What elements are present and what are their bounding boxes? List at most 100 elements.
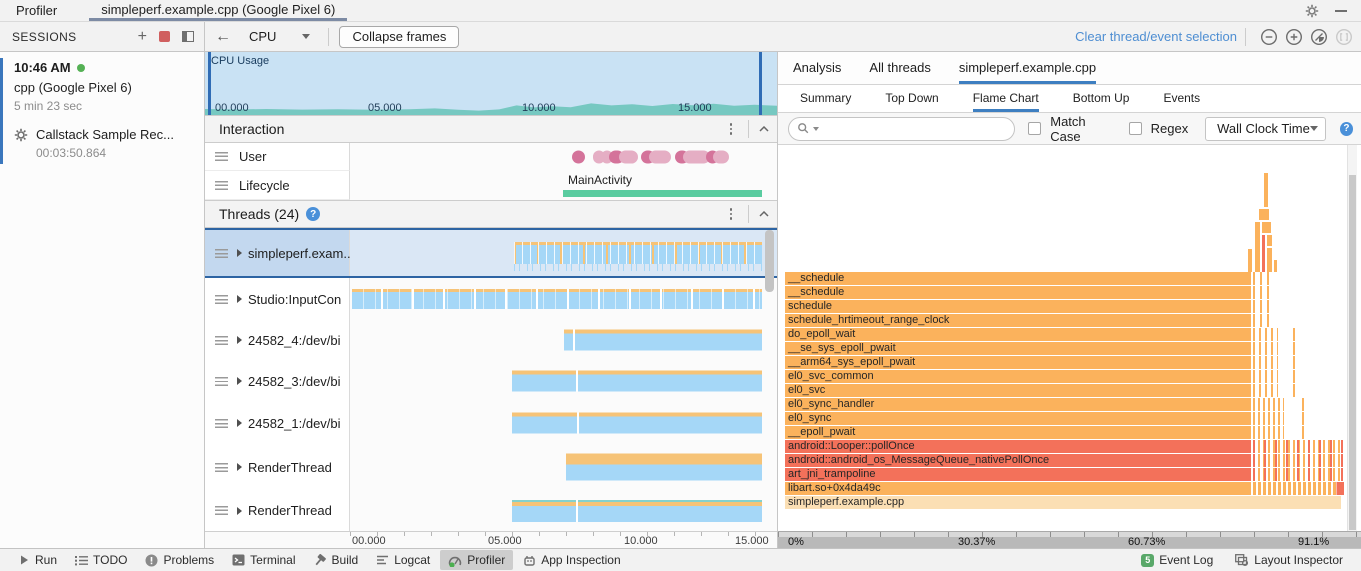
search-field[interactable]: [822, 121, 1007, 136]
statusbar-item-run[interactable]: Run: [10, 550, 65, 570]
interaction-section-header[interactable]: Interaction: [205, 115, 777, 143]
expand-arrow-icon[interactable]: [237, 506, 242, 515]
back-arrow-icon[interactable]: ←: [215, 27, 231, 45]
thread-activity-track[interactable]: [350, 320, 777, 360]
drag-handle-icon[interactable]: [215, 506, 228, 515]
gear-icon[interactable]: [1305, 4, 1319, 18]
flame-row[interactable]: __epoll_pwait: [785, 426, 1345, 439]
collapse-panel-icon[interactable]: [182, 31, 194, 42]
flame-frame[interactable]: __schedule: [785, 272, 1251, 285]
flame-frame[interactable]: el0_svc_common: [785, 370, 1251, 383]
user-events-track[interactable]: [350, 143, 777, 171]
regex-checkbox[interactable]: [1128, 122, 1142, 135]
reset-zoom-icon[interactable]: [1310, 28, 1328, 46]
expand-arrow-icon[interactable]: [237, 295, 242, 303]
flame-frame[interactable]: art_jni_trampoline: [785, 468, 1251, 481]
analysis-subtab[interactable]: Top Down: [885, 91, 939, 105]
thread-row[interactable]: RenderThread: [205, 444, 777, 490]
thread-row[interactable]: RenderThread: [205, 490, 777, 531]
flame-row[interactable]: simpleperf.example.cpp: [785, 496, 1345, 509]
flame-frame[interactable]: android::android_os_MessageQueue_nativeP…: [785, 454, 1251, 467]
thread-activity-track[interactable]: [350, 444, 777, 490]
statusbar-item-terminal[interactable]: Terminal: [224, 550, 303, 570]
statusbar-item-problems[interactable]: Problems: [137, 550, 222, 570]
stop-recording-icon[interactable]: [159, 31, 170, 42]
flame-frame[interactable]: el0_sync_handler: [785, 398, 1251, 411]
flame-row[interactable]: art_jni_trampoline: [785, 468, 1345, 481]
flame-frame[interactable]: simpleperf.example.cpp: [785, 496, 1342, 509]
statusbar-item-event-log[interactable]: 5 Event Log: [1133, 550, 1221, 570]
thread-activity-track[interactable]: [350, 278, 777, 320]
profiler-type-select[interactable]: CPU: [241, 27, 318, 46]
session-tab[interactable]: simpleperf.example.cpp (Google Pixel 6): [89, 0, 348, 21]
statusbar-item-profiler[interactable]: Profiler: [440, 550, 514, 570]
zoom-in-icon[interactable]: [1285, 28, 1303, 46]
session-item[interactable]: 10:46 AM cpp (Google Pixel 6) 5 min 23 s…: [0, 56, 204, 166]
session-recording-item[interactable]: Callstack Sample Rec... 00:03:50.864: [14, 127, 198, 160]
flame-frame[interactable]: schedule: [785, 300, 1251, 313]
thread-activity-track[interactable]: [350, 230, 777, 276]
collapse-frames-button[interactable]: Collapse frames: [339, 25, 460, 48]
analysis-subtab[interactable]: Summary: [800, 91, 852, 105]
flame-frame[interactable]: el0_sync: [785, 412, 1251, 425]
flame-row[interactable]: libart.so+0x4da49c: [785, 482, 1345, 495]
expand-arrow-icon[interactable]: [237, 419, 242, 427]
chevron-up-icon[interactable]: [759, 126, 769, 132]
zoom-out-icon[interactable]: [1260, 28, 1278, 46]
selection-handle-right[interactable]: [759, 52, 762, 115]
drag-handle-icon[interactable]: [215, 294, 228, 304]
lifecycle-track[interactable]: MainActivity: [350, 171, 777, 200]
clear-selection-link[interactable]: Clear thread/event selection: [1075, 29, 1237, 44]
drag-handle-icon[interactable]: [215, 180, 228, 190]
thread-activity-track[interactable]: [350, 402, 777, 444]
flame-frame[interactable]: schedule_hrtimeout_range_clock: [785, 314, 1251, 327]
clock-type-select[interactable]: Wall Clock Time: [1205, 116, 1326, 141]
flame-row[interactable]: __schedule: [785, 272, 1345, 285]
match-case-checkbox[interactable]: [1028, 122, 1042, 135]
drag-handle-icon[interactable]: [215, 152, 228, 161]
expand-arrow-icon[interactable]: [237, 463, 242, 471]
thread-row[interactable]: simpleperf.exam...: [205, 228, 777, 278]
expand-arrow-icon[interactable]: [237, 377, 242, 385]
statusbar-item-app-inspection[interactable]: App Inspection: [515, 550, 628, 570]
kebab-menu-icon[interactable]: [724, 121, 739, 137]
flame-row[interactable]: android::android_os_MessageQueue_nativeP…: [785, 454, 1345, 467]
flame-frame[interactable]: do_epoll_wait: [785, 328, 1251, 341]
flame-frame[interactable]: el0_svc: [785, 384, 1251, 397]
search-options-caret-icon[interactable]: [813, 126, 819, 131]
statusbar-item-logcat[interactable]: Logcat: [368, 550, 438, 570]
flame-frame[interactable]: __epoll_pwait: [785, 426, 1251, 439]
chevron-up-icon[interactable]: [759, 211, 769, 217]
help-icon[interactable]: ?: [1339, 121, 1353, 136]
statusbar-item-todo[interactable]: TODO: [67, 550, 135, 570]
flame-row[interactable]: schedule_hrtimeout_range_clock: [785, 314, 1345, 327]
analysis-tab[interactable]: simpleperf.example.cpp: [958, 52, 1097, 84]
thread-activity-track[interactable]: [350, 360, 777, 402]
drag-handle-icon[interactable]: [215, 376, 228, 386]
selection-handle-left[interactable]: [208, 52, 211, 115]
flame-row[interactable]: __arm64_sys_epoll_pwait: [785, 356, 1345, 369]
thread-row[interactable]: 24582_1:/dev/bi: [205, 402, 777, 444]
analysis-subtab[interactable]: Bottom Up: [1072, 91, 1130, 105]
drag-handle-icon[interactable]: [215, 418, 228, 428]
thread-row[interactable]: 24582_4:/dev/bi: [205, 320, 777, 360]
drag-handle-icon[interactable]: [215, 335, 228, 345]
statusbar-item-build[interactable]: Build: [306, 550, 367, 570]
flame-row[interactable]: el0_sync_handler: [785, 398, 1345, 411]
flame-row[interactable]: android::Looper::pollOnce: [785, 440, 1345, 453]
flame-row[interactable]: schedule: [785, 300, 1345, 313]
flame-scrollbar-thumb[interactable]: [1349, 175, 1356, 530]
threads-section-header[interactable]: Threads (24) ?: [205, 200, 777, 228]
flame-frame[interactable]: __schedule: [785, 286, 1251, 299]
expand-arrow-icon[interactable]: [237, 336, 242, 344]
flame-row[interactable]: do_epoll_wait: [785, 328, 1345, 341]
analysis-subtab[interactable]: Events: [1163, 91, 1201, 105]
kebab-menu-icon[interactable]: [724, 206, 739, 222]
flame-frame[interactable]: android::Looper::pollOnce: [785, 440, 1251, 453]
drag-handle-icon[interactable]: [215, 248, 228, 258]
flame-row[interactable]: __se_sys_epoll_pwait: [785, 342, 1345, 355]
minimize-icon[interactable]: [1335, 9, 1347, 12]
thread-row[interactable]: 24582_3:/dev/bi: [205, 360, 777, 402]
analysis-tab[interactable]: All threads: [869, 60, 931, 75]
analysis-subtab[interactable]: Flame Chart: [972, 85, 1039, 112]
